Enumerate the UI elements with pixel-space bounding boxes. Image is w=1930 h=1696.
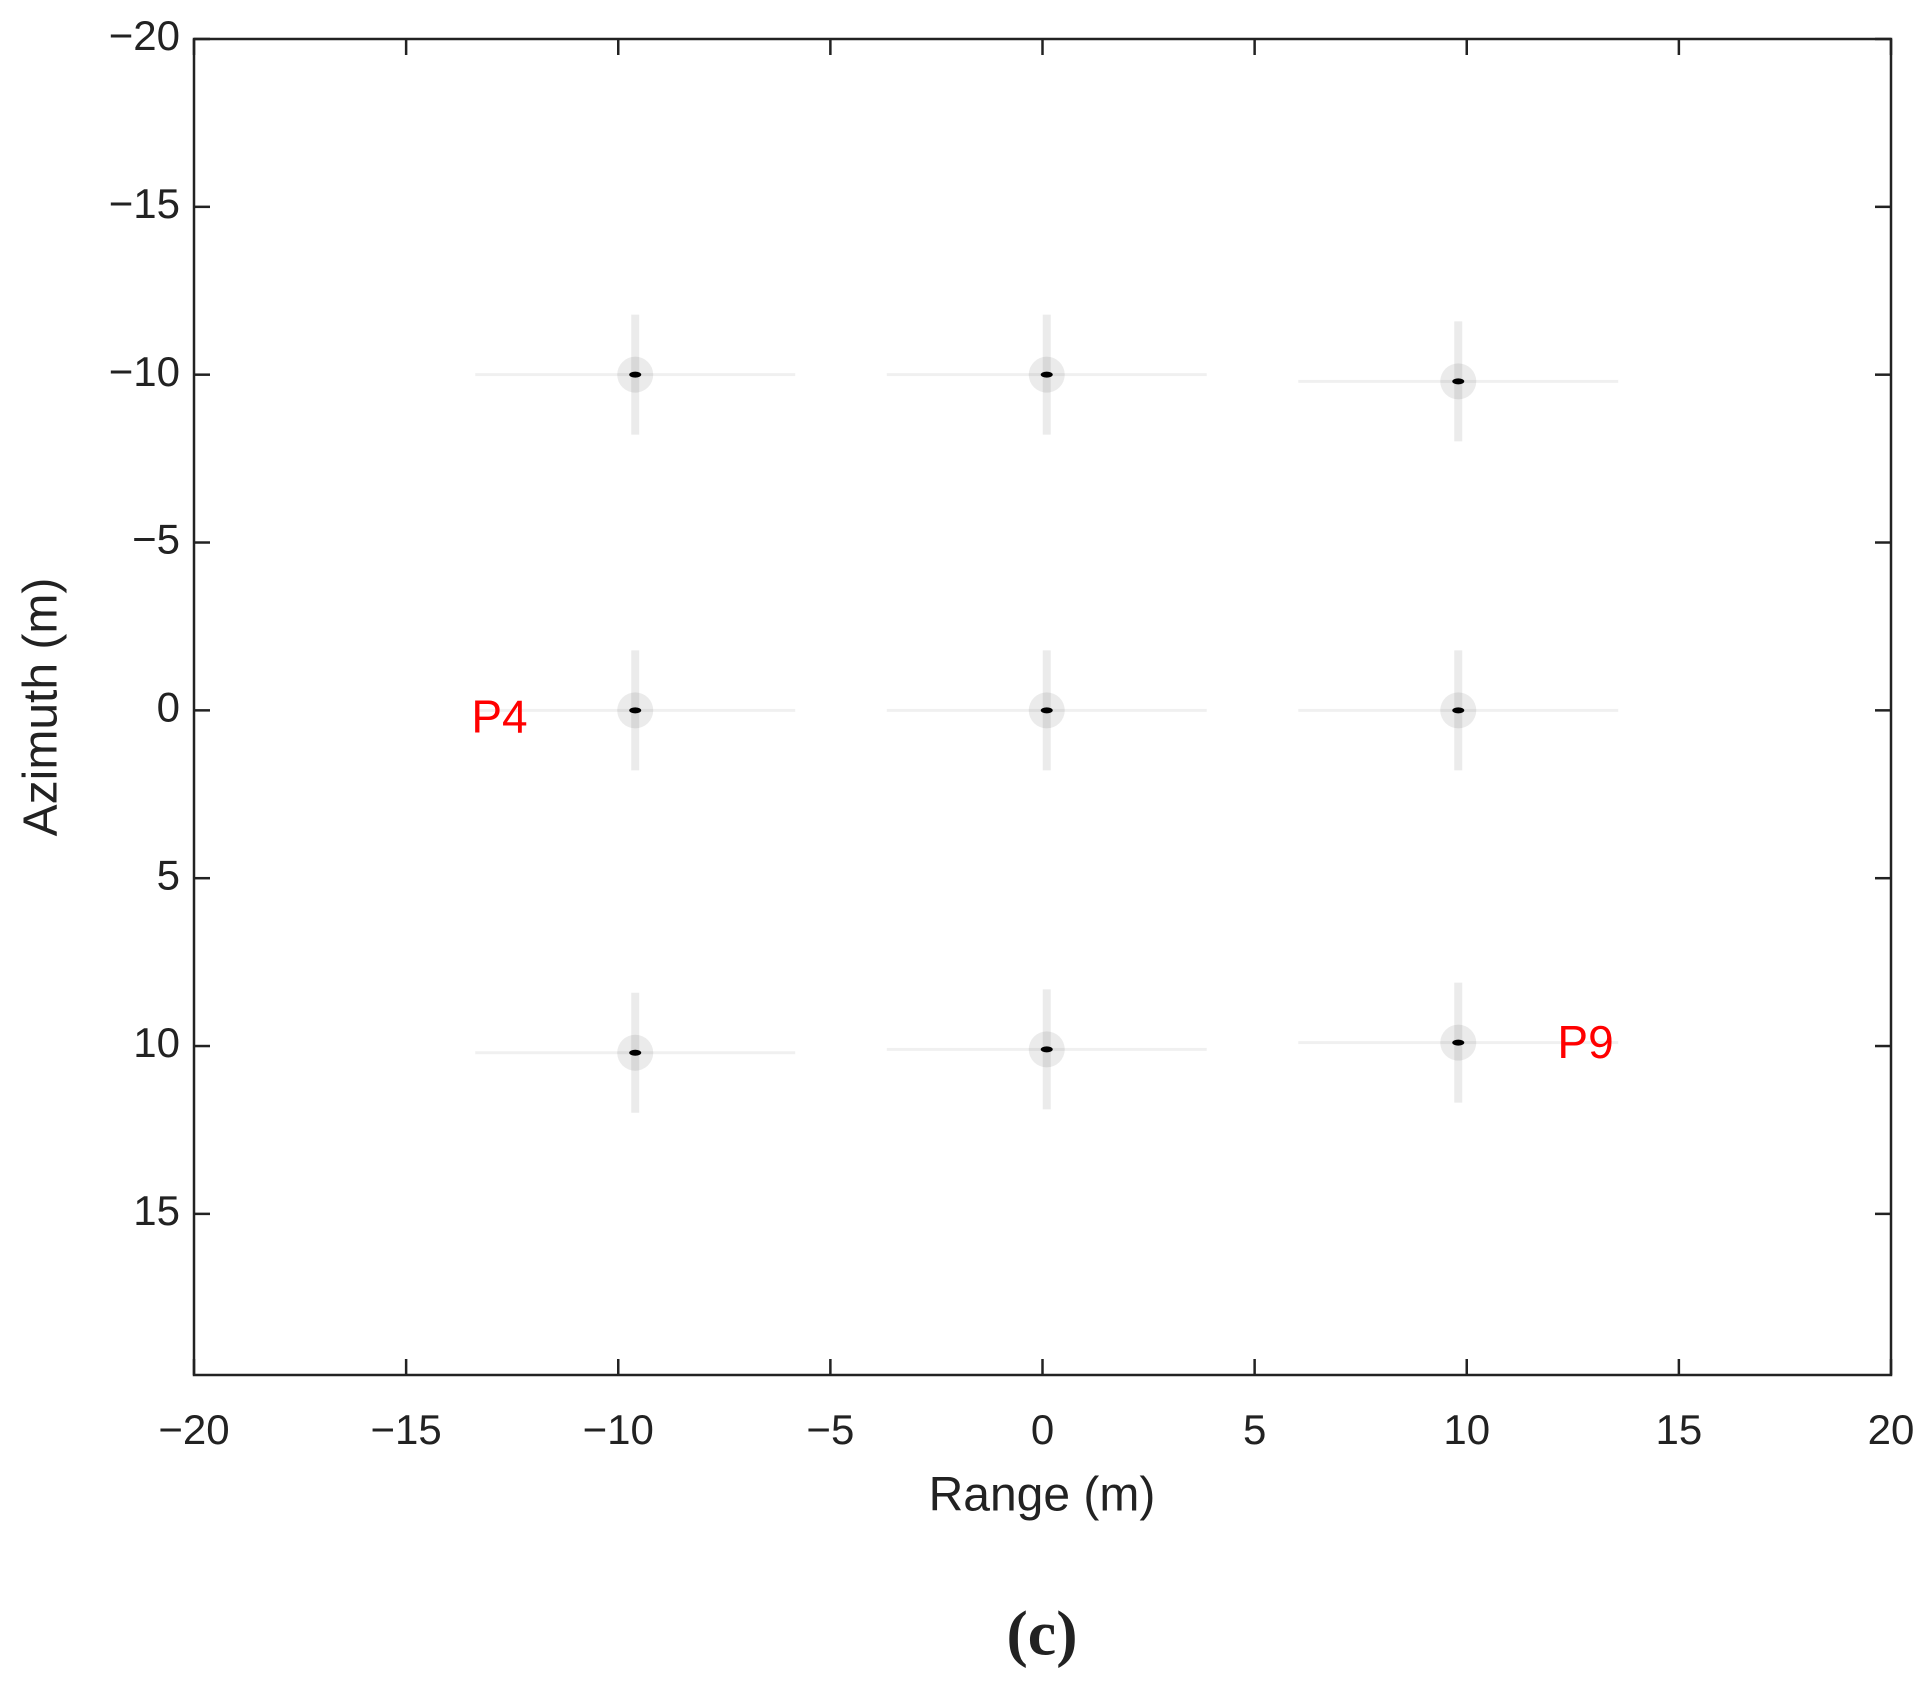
x-tick-label: 10: [1443, 1406, 1490, 1453]
x-tick-label: 20: [1868, 1406, 1915, 1453]
annotation: P4: [471, 691, 527, 743]
y-tick-label: −15: [109, 180, 180, 227]
point-target: [475, 650, 796, 771]
y-tick-label: 5: [157, 851, 180, 898]
y-axis-label: Azimuth (m): [15, 578, 68, 837]
point-target: [1298, 321, 1619, 442]
x-tick-label: −5: [806, 1406, 854, 1453]
y-tick-label: −5: [132, 516, 180, 563]
caption: (c): [1006, 1598, 1077, 1669]
x-tick-label: 5: [1243, 1406, 1266, 1453]
y-tick-label: −10: [109, 348, 180, 395]
annotation: P9: [1557, 1016, 1613, 1068]
point: [1452, 378, 1465, 385]
point: [629, 371, 642, 378]
point-target: [475, 314, 796, 435]
x-axis-label: Range (m): [929, 1469, 1156, 1522]
y-tick-label: 10: [133, 1019, 180, 1066]
point: [1452, 1039, 1465, 1046]
point: [629, 1049, 642, 1056]
point: [1040, 1046, 1053, 1053]
y-tick-label: 15: [133, 1187, 180, 1234]
point: [1452, 707, 1465, 714]
plot-frame: [192, 37, 1893, 1377]
x-tick-label: 15: [1656, 1406, 1703, 1453]
x-tick-label: −10: [583, 1406, 654, 1453]
point: [1040, 371, 1053, 378]
point-target: [886, 650, 1207, 771]
point: [629, 707, 642, 714]
y-tick-label: 0: [157, 683, 180, 730]
point-target: [1298, 650, 1619, 771]
point-target: [475, 992, 796, 1113]
x-tick-label: −20: [158, 1406, 229, 1453]
point-target: [1298, 982, 1619, 1103]
y-tick-label: −20: [109, 12, 180, 59]
point-target: [886, 989, 1207, 1110]
x-tick-label: 0: [1031, 1406, 1054, 1453]
x-tick-label: −15: [371, 1406, 442, 1453]
point-target: [886, 314, 1207, 435]
point: [1040, 707, 1053, 714]
